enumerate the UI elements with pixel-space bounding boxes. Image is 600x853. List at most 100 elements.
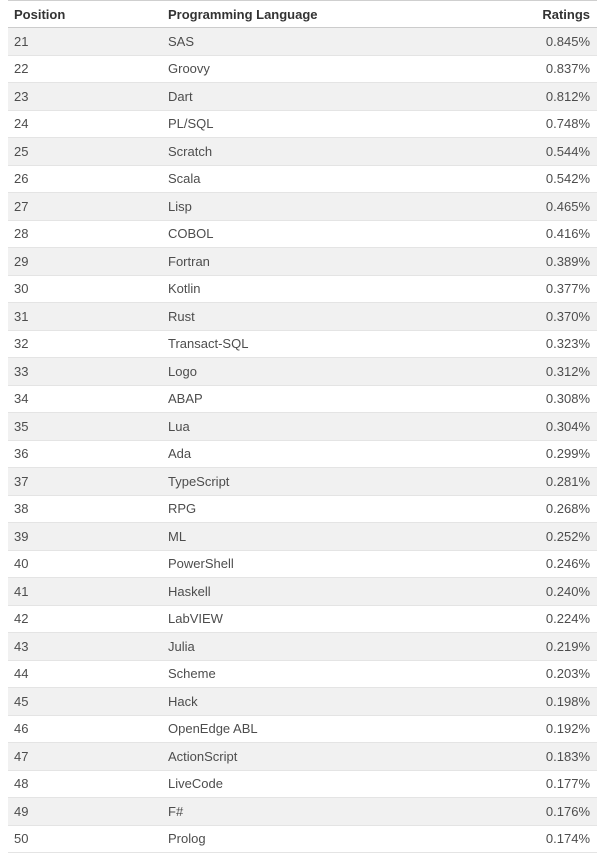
position-cell: 35 xyxy=(14,418,29,434)
language-cell: ML xyxy=(168,528,187,544)
table-row: 38 RPG 0.268% xyxy=(8,495,597,523)
table-row: 22 Groovy 0.837% xyxy=(8,55,597,83)
position-cell: 48 xyxy=(14,776,29,792)
header-position: Position xyxy=(14,6,66,22)
rating-cell: 0.299% xyxy=(545,446,590,462)
rating-cell: 0.240% xyxy=(545,583,590,599)
rating-cell: 0.465% xyxy=(545,198,590,214)
table-body: 21 SAS 0.845% 22 Groovy 0.837% 23 Dart 0… xyxy=(8,28,597,853)
rating-cell: 0.416% xyxy=(545,226,590,242)
rating-cell: 0.304% xyxy=(545,418,590,434)
rating-cell: 0.246% xyxy=(545,556,590,572)
language-cell: Lisp xyxy=(168,198,192,214)
table-row: 32 Transact-SQL 0.323% xyxy=(8,330,597,358)
rating-cell: 0.252% xyxy=(545,528,590,544)
rating-cell: 0.219% xyxy=(545,638,590,654)
rating-cell: 0.812% xyxy=(545,88,590,104)
language-cell: Ada xyxy=(168,446,192,462)
rating-cell: 0.281% xyxy=(545,473,590,489)
position-cell: 50 xyxy=(14,831,29,847)
position-cell: 46 xyxy=(14,721,29,737)
language-cell: ABAP xyxy=(168,391,203,407)
table-row: 42 LabVIEW 0.224% xyxy=(8,605,597,633)
position-cell: 44 xyxy=(14,666,29,682)
language-cell: PowerShell xyxy=(168,556,234,572)
language-cell: Dart xyxy=(168,88,193,104)
table-row: 41 Haskell 0.240% xyxy=(8,578,597,606)
position-cell: 34 xyxy=(14,391,29,407)
rating-cell: 0.845% xyxy=(545,33,590,49)
language-cell: F# xyxy=(168,803,184,819)
language-cell: SAS xyxy=(168,33,195,49)
header-programming-language: Programming Language xyxy=(168,6,318,22)
language-cell: Rust xyxy=(168,308,195,324)
position-cell: 31 xyxy=(14,308,29,324)
language-cell: Julia xyxy=(168,638,195,654)
table-row: 40 PowerShell 0.246% xyxy=(8,550,597,578)
rating-cell: 0.377% xyxy=(545,281,590,297)
language-cell: COBOL xyxy=(168,226,214,242)
rating-cell: 0.542% xyxy=(545,171,590,187)
rating-cell: 0.748% xyxy=(545,116,590,132)
position-cell: 49 xyxy=(14,803,29,819)
table-row: 33 Logo 0.312% xyxy=(8,358,597,386)
rating-cell: 0.268% xyxy=(545,501,590,517)
table-row: 29 Fortran 0.389% xyxy=(8,248,597,276)
position-cell: 41 xyxy=(14,583,29,599)
rating-cell: 0.183% xyxy=(545,748,590,764)
language-cell: RPG xyxy=(168,501,197,517)
rating-cell: 0.389% xyxy=(545,253,590,269)
position-cell: 26 xyxy=(14,171,29,187)
position-cell: 29 xyxy=(14,253,29,269)
rating-cell: 0.544% xyxy=(545,143,590,159)
language-cell: Lua xyxy=(168,418,190,434)
language-cell: Scala xyxy=(168,171,201,187)
table-row: 26 Scala 0.542% xyxy=(8,165,597,193)
rating-cell: 0.370% xyxy=(545,308,590,324)
table-row: 24 PL/SQL 0.748% xyxy=(8,110,597,138)
table-row: 47 ActionScript 0.183% xyxy=(8,743,597,771)
language-cell: Scheme xyxy=(168,666,216,682)
position-cell: 45 xyxy=(14,693,29,709)
position-cell: 47 xyxy=(14,748,29,764)
rating-cell: 0.224% xyxy=(545,611,590,627)
position-cell: 27 xyxy=(14,198,29,214)
language-cell: Scratch xyxy=(168,143,213,159)
table-header-row: Position Programming Language Ratings xyxy=(8,0,597,28)
position-cell: 37 xyxy=(14,473,29,489)
position-cell: 39 xyxy=(14,528,29,544)
rating-cell: 0.192% xyxy=(545,721,590,737)
position-cell: 23 xyxy=(14,88,29,104)
language-cell: Transact-SQL xyxy=(168,336,249,352)
rating-cell: 0.198% xyxy=(545,693,590,709)
table-row: 34 ABAP 0.308% xyxy=(8,385,597,413)
position-cell: 30 xyxy=(14,281,29,297)
language-cell: Groovy xyxy=(168,61,210,77)
position-cell: 32 xyxy=(14,336,29,352)
table-row: 23 Dart 0.812% xyxy=(8,83,597,111)
position-cell: 42 xyxy=(14,611,29,627)
table-row: 46 OpenEdge ABL 0.192% xyxy=(8,715,597,743)
table-row: 37 TypeScript 0.281% xyxy=(8,468,597,496)
table-row: 25 Scratch 0.544% xyxy=(8,138,597,166)
language-cell: Kotlin xyxy=(168,281,201,297)
position-cell: 43 xyxy=(14,638,29,654)
table-row: 50 Prolog 0.174% xyxy=(8,825,597,853)
header-ratings: Ratings xyxy=(542,6,590,22)
language-cell: OpenEdge ABL xyxy=(168,721,258,737)
language-cell: Fortran xyxy=(168,253,210,269)
language-cell: Logo xyxy=(168,363,197,379)
position-cell: 40 xyxy=(14,556,29,572)
table-row: 21 SAS 0.845% xyxy=(8,28,597,56)
rating-cell: 0.174% xyxy=(545,831,590,847)
language-cell: LiveCode xyxy=(168,776,223,792)
rating-cell: 0.176% xyxy=(545,803,590,819)
table-row: 44 Scheme 0.203% xyxy=(8,660,597,688)
position-cell: 38 xyxy=(14,501,29,517)
rating-cell: 0.312% xyxy=(545,363,590,379)
table-row: 30 Kotlin 0.377% xyxy=(8,275,597,303)
position-cell: 33 xyxy=(14,363,29,379)
language-cell: Hack xyxy=(168,693,198,709)
table-row: 35 Lua 0.304% xyxy=(8,413,597,441)
language-cell: PL/SQL xyxy=(168,116,214,132)
